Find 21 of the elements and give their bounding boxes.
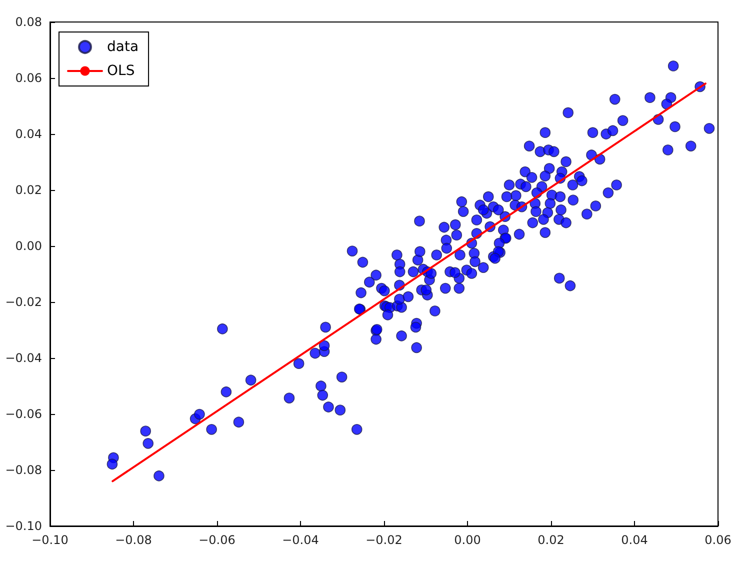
y-tick-label: −0.04 bbox=[5, 351, 42, 365]
y-tick-label: 0.00 bbox=[15, 239, 42, 253]
x-tick-label: 0.02 bbox=[538, 533, 564, 547]
y-tick-label: −0.08 bbox=[5, 463, 42, 477]
y-tick-label: −0.10 bbox=[5, 519, 42, 533]
y-tick-label: −0.06 bbox=[5, 407, 42, 421]
x-tick-label: −0.06 bbox=[198, 533, 236, 547]
x-tick-label: 0.04 bbox=[621, 533, 648, 547]
y-tick-label: 0.06 bbox=[15, 71, 42, 85]
x-tick-label: −0.04 bbox=[282, 533, 319, 547]
legend-label: OLS bbox=[107, 63, 135, 79]
y-tick-label: 0.02 bbox=[15, 183, 42, 197]
x-tick-label: −0.10 bbox=[32, 533, 68, 547]
x-tick-label: 0.00 bbox=[454, 533, 481, 547]
y-tick-label: 0.04 bbox=[15, 127, 42, 141]
legend-label: data bbox=[107, 39, 139, 55]
x-tick-label: −0.02 bbox=[366, 533, 402, 547]
y-tick-label: −0.02 bbox=[5, 295, 42, 309]
x-tick-label: 0.06 bbox=[704, 533, 732, 547]
y-tick-label: 0.08 bbox=[15, 15, 42, 29]
x-tick-label: −0.08 bbox=[115, 533, 152, 547]
